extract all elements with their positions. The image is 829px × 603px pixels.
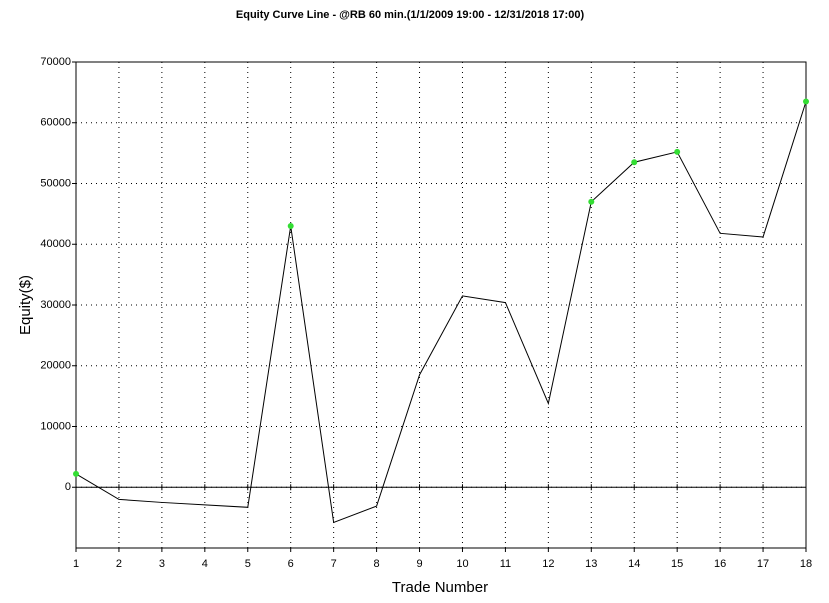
x-tick-label: 10	[456, 558, 468, 570]
new-high-marker	[803, 98, 809, 105]
x-axis-title: Trade Number	[392, 579, 488, 596]
x-tick-label: 5	[245, 558, 251, 570]
x-tick-label: 9	[416, 558, 422, 570]
chart-title: Equity Curve Line - @RB 60 min.(1/1/2009…	[236, 9, 585, 21]
x-tick-label: 7	[331, 558, 337, 570]
y-tick-label: 0	[65, 481, 71, 493]
x-tick-label: 4	[202, 558, 208, 570]
equity-line	[75, 101, 807, 524]
y-tick-label: 70000	[40, 56, 71, 68]
x-tick-label: 11	[500, 558, 511, 570]
y-tick-label: 60000	[40, 117, 71, 129]
x-tick-label: 15	[671, 558, 683, 570]
x-tick-label: 18	[800, 558, 812, 570]
y-tick-label: 30000	[40, 299, 71, 311]
x-tick-label: 2	[116, 558, 122, 570]
x-tick-label: 3	[159, 558, 165, 570]
y-tick-label: 50000	[40, 177, 71, 189]
x-tick-label: 12	[542, 558, 554, 570]
x-tick-label: 6	[288, 558, 294, 570]
new-high-marker	[631, 159, 638, 166]
x-tick-label: 16	[714, 558, 726, 570]
y-axis-title: Equity($)	[17, 275, 34, 335]
x-tick-label: 8	[374, 558, 380, 570]
x-tick-label: 14	[628, 558, 640, 570]
y-tick-label: 10000	[40, 420, 71, 432]
new-high-marker	[674, 148, 681, 155]
y-tick-label: 20000	[40, 360, 71, 372]
y-tick-label: 40000	[40, 238, 71, 250]
new-high-marker	[588, 198, 595, 205]
x-tick-label: 1	[73, 558, 79, 570]
x-tick-label: 13	[585, 558, 597, 570]
new-high-marker	[287, 223, 294, 230]
new-high-marker	[73, 470, 79, 477]
x-tick-label: 17	[757, 558, 769, 570]
